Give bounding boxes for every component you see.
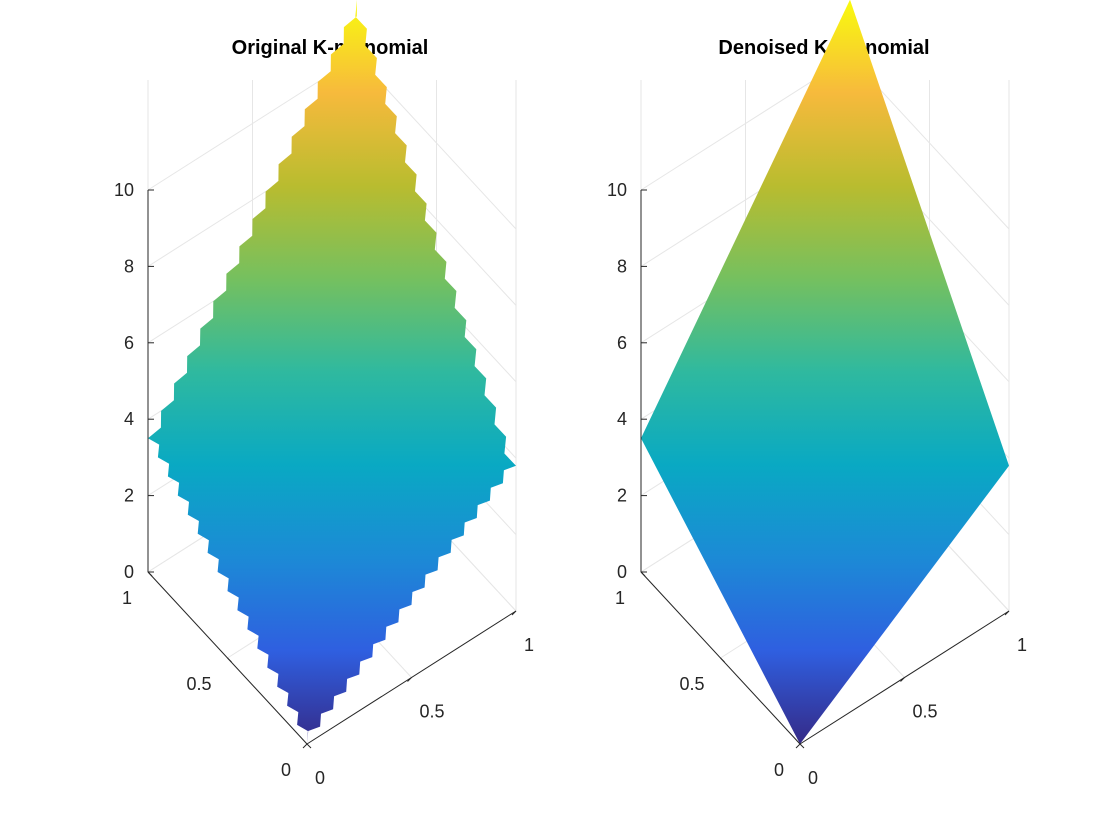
z-tick-label: 2 xyxy=(124,486,134,506)
z-tick-label: 4 xyxy=(617,409,627,429)
surface-patch xyxy=(641,0,1009,744)
surface xyxy=(148,0,516,744)
z-tick-label: 4 xyxy=(124,409,134,429)
x-tick-mark xyxy=(511,610,517,616)
y-tick-label: 0 xyxy=(774,760,784,780)
z-tick-label: 0 xyxy=(124,562,134,582)
x-tick-label: 0 xyxy=(315,768,325,788)
y-tick-label: 1 xyxy=(615,588,625,608)
y-tick-mark xyxy=(147,571,153,577)
z-tick-label: 8 xyxy=(124,256,134,276)
y-tick-mark xyxy=(640,571,646,577)
x-tick-mark xyxy=(407,677,412,682)
y-tick-label: 1 xyxy=(122,588,132,608)
z-tick-label: 6 xyxy=(617,333,627,353)
y-tick-mark xyxy=(720,657,725,663)
x-tick-mark xyxy=(302,743,308,749)
x-tick-label: 0 xyxy=(808,768,818,788)
plot-title: Denoised K-monomial xyxy=(718,37,929,59)
x-tick-mark xyxy=(900,677,905,682)
y-tick-mark xyxy=(227,657,232,663)
y-tick-mark xyxy=(799,743,805,749)
y-tick-label: 0.5 xyxy=(679,674,704,694)
z-tick-label: 6 xyxy=(124,333,134,353)
x-tick-mark xyxy=(795,743,801,749)
plot-title: Original K-monomial xyxy=(232,37,429,59)
z-tick-label: 10 xyxy=(114,180,134,200)
x-tick-label: 0.5 xyxy=(420,702,445,722)
z-tick-label: 0 xyxy=(617,562,627,582)
y-tick-mark xyxy=(306,743,312,749)
y-tick-label: 0 xyxy=(281,760,291,780)
z-tick-label: 10 xyxy=(607,180,627,200)
x-tick-mark xyxy=(1004,610,1010,616)
y-tick-label: 0.5 xyxy=(186,674,211,694)
z-tick-label: 2 xyxy=(617,486,627,506)
surface-patch xyxy=(148,0,516,744)
x-tick-label: 1 xyxy=(1017,635,1027,655)
x-tick-label: 0.5 xyxy=(913,702,938,722)
surface xyxy=(641,0,1009,744)
z-tick-label: 8 xyxy=(617,256,627,276)
x-tick-label: 1 xyxy=(524,635,534,655)
